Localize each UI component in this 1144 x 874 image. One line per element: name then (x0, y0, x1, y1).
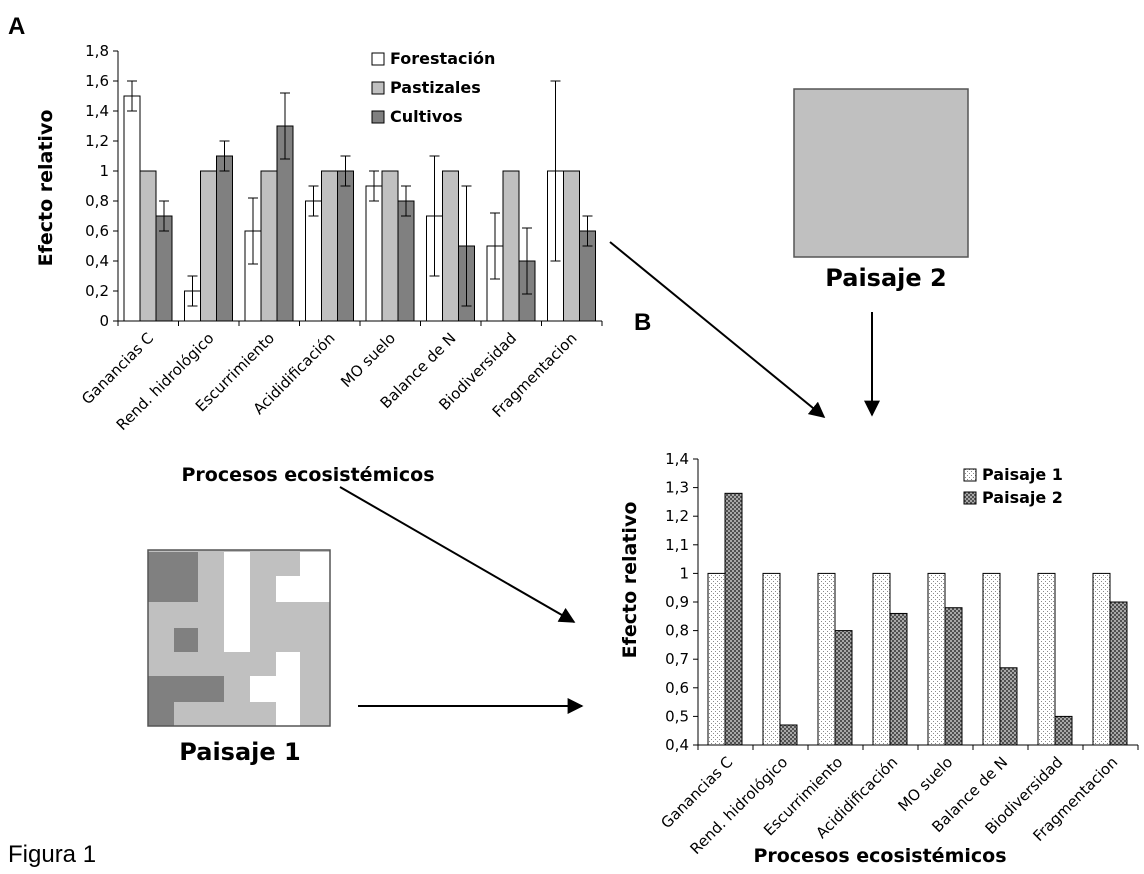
y-tick-label: 0,5 (665, 707, 689, 725)
arrow-chart-a-to-b (609, 241, 826, 419)
legend-swatch (371, 110, 385, 124)
y-tick-label: 0,2 (85, 282, 109, 300)
bar-pastizales (442, 170, 459, 322)
y-tick-label: 1,6 (85, 72, 109, 90)
chart-b-legend: Paisaje 1 Paisaje 2 (963, 465, 1063, 507)
bar-forestación (123, 95, 141, 322)
bar-forestación (365, 185, 383, 322)
chart-b-xlabel: Procesos ecosistémicos (753, 845, 1006, 867)
bar-forestación (305, 200, 322, 322)
x-tick-label: MO suelo (337, 329, 399, 391)
legend-swatch (371, 52, 385, 66)
legend-swatch (963, 468, 977, 482)
bar-cultivos (337, 170, 354, 322)
bar-paisaje-2 (779, 724, 798, 746)
y-tick-label: 1,2 (665, 507, 689, 525)
chart-b: Efecto relativo Procesos ecosistémicos P… (619, 450, 1139, 867)
y-tick-label: 0,8 (85, 192, 109, 210)
bar-paisaje-2 (724, 492, 743, 746)
chart-b-ylabel: Efecto relativo (619, 502, 641, 659)
panel-label-b: B (634, 309, 651, 336)
y-tick-label: 1 (99, 162, 109, 180)
y-tick-label: 1,4 (665, 450, 689, 468)
bar-cultivos (155, 215, 173, 322)
legend-swatch (371, 81, 385, 95)
arrow-processes-to-b (339, 486, 576, 623)
y-tick-label: 1,4 (85, 102, 109, 120)
y-tick-label: 0,7 (665, 650, 689, 668)
bar-pastizales (563, 170, 580, 322)
bar-pastizales (260, 170, 278, 322)
bar-paisaje-1 (927, 572, 946, 746)
x-tick-label: Rend. hidrológico (687, 753, 792, 858)
bar-paisaje-2 (834, 630, 853, 746)
y-tick-label: 1,8 (85, 42, 109, 60)
bar-pastizales (321, 170, 338, 322)
legend-entry: Pastizales (390, 78, 481, 97)
chart-a: Efecto relativo Procesos ecosistémicos F… (35, 42, 603, 486)
legend-entry: Paisaje 2 (982, 488, 1063, 507)
y-tick-label: 0,4 (85, 252, 109, 270)
y-tick-label: 0,4 (665, 736, 689, 754)
chart-a-xlabel: Procesos ecosistémicos (181, 464, 434, 486)
y-tick-label: 1,1 (665, 536, 689, 554)
legend-swatch (963, 491, 977, 505)
bar-paisaje-1 (707, 572, 726, 746)
panel-label-a: A (8, 13, 25, 40)
y-tick-label: 0 (99, 312, 109, 330)
bar-paisaje-1 (872, 572, 891, 746)
bar-paisaje-1 (1092, 572, 1111, 746)
bar-paisaje-2 (944, 607, 963, 746)
bar-paisaje-2 (1054, 715, 1073, 746)
bar-pastizales (200, 170, 217, 322)
bar-cultivos (216, 155, 233, 322)
legend-entry: Forestación (390, 49, 495, 68)
paisaje2-landscape (793, 88, 969, 258)
bar-pastizales (381, 170, 399, 322)
paisaje2-label: Paisaje 2 (825, 264, 946, 292)
bar-paisaje-1 (1037, 572, 1056, 746)
y-tick-label: 1 (679, 564, 689, 582)
chart-a-legend: Forestación Pastizales Cultivos (371, 49, 495, 126)
bar-paisaje-2 (889, 612, 908, 746)
y-tick-label: 0,6 (85, 222, 109, 240)
bar-paisaje-2 (1109, 601, 1128, 746)
legend-entry: Cultivos (390, 107, 463, 126)
bar-pastizales (502, 170, 520, 322)
y-tick-label: 0,8 (665, 622, 689, 640)
figure-caption: Figura 1 (8, 841, 96, 868)
bar-paisaje-1 (762, 572, 781, 746)
legend-entry: Paisaje 1 (982, 465, 1063, 484)
bar-paisaje-2 (999, 667, 1018, 746)
chart-a-ylabel: Efecto relativo (35, 110, 57, 267)
bar-pastizales (139, 170, 157, 322)
bar-paisaje-1 (817, 572, 836, 746)
paisaje1-landscape (147, 549, 331, 727)
paisaje1-label: Paisaje 1 (179, 738, 300, 766)
bar-cultivos (397, 200, 415, 322)
y-tick-label: 1,3 (665, 479, 689, 497)
bar-paisaje-1 (982, 572, 1001, 746)
y-tick-label: 0,9 (665, 593, 689, 611)
y-tick-label: 0,6 (665, 679, 689, 697)
y-tick-label: 1,2 (85, 132, 109, 150)
